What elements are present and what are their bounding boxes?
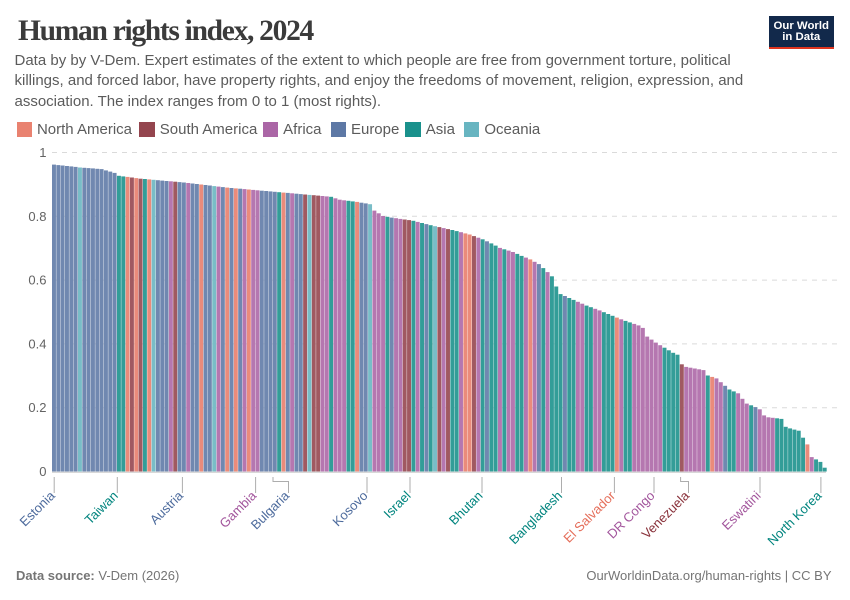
svg-text:Bangladesh: Bangladesh xyxy=(506,488,565,547)
svg-text:Israel: Israel xyxy=(381,488,414,521)
svg-text:0.6: 0.6 xyxy=(28,273,46,288)
svg-text:0: 0 xyxy=(39,464,46,479)
svg-text:Austria: Austria xyxy=(147,487,187,527)
svg-text:Taiwan: Taiwan xyxy=(82,488,121,527)
svg-text:0.8: 0.8 xyxy=(28,209,46,224)
svg-text:North Korea: North Korea xyxy=(764,487,825,548)
svg-text:0.2: 0.2 xyxy=(28,400,46,415)
svg-text:1: 1 xyxy=(39,145,46,160)
svg-text:Eswatini: Eswatini xyxy=(719,488,764,533)
svg-text:Bhutan: Bhutan xyxy=(446,488,486,528)
svg-text:Estonia: Estonia xyxy=(17,487,59,529)
svg-text:Kosovo: Kosovo xyxy=(329,488,370,529)
svg-text:0.4: 0.4 xyxy=(28,336,46,351)
